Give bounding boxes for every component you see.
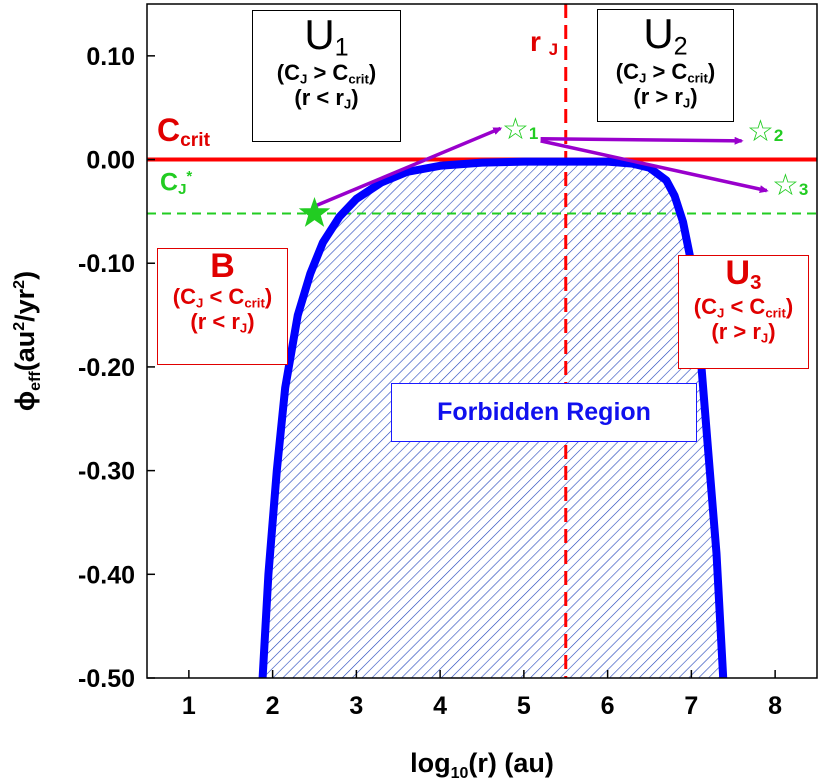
star-2-label: ☆2 [747, 115, 784, 148]
u3-range: (r > rJ) [711, 318, 776, 345]
region-box-u2: U2 (CJ > Ccrit) (r > rJ) [597, 9, 734, 122]
y-tick-label: -0.20 [78, 354, 135, 382]
trajectory-arrow-1 [313, 126, 503, 208]
y-tick-label: -0.30 [78, 458, 135, 486]
x-axis-label: log10(r) (au) [410, 748, 554, 782]
x-tick-label: 2 [266, 692, 280, 720]
b-title: B [210, 247, 235, 285]
region-box-b: B (CJ < Ccrit) (r < rJ) [157, 248, 288, 365]
y-tick-label: -0.50 [78, 665, 135, 693]
cj-star-label: CJ* [160, 168, 193, 199]
trajectory-arrow-3 [540, 139, 769, 194]
u1-range: (r < rJ) [294, 84, 359, 112]
u1-condition: (CJ > Ccrit) [276, 59, 377, 87]
trajectory-arrows [313, 126, 769, 208]
b-range: (r < rJ) [190, 308, 255, 336]
forbidden-region-label: Forbidden Region [391, 383, 697, 442]
u2-condition: (CJ > Ccrit) [615, 58, 716, 86]
region-box-u3: U3 (CJ < Ccrit) (r > rJ) [678, 255, 809, 369]
y-tick-label: 0.00 [86, 147, 135, 175]
y-axis-ticks: 0.10 0.00 -0.10 -0.20 -0.30 -0.40 -0.50 [78, 43, 155, 693]
x-tick-label: 6 [601, 692, 615, 720]
u3-title: U3 [725, 254, 762, 295]
star-markers [298, 196, 331, 227]
u2-range: (r > rJ) [633, 83, 698, 111]
b-condition: (CJ < Ccrit) [172, 283, 273, 310]
star-3-label: ☆3 [772, 169, 809, 202]
y-tick-label: -0.10 [78, 250, 135, 278]
u3-condition: (CJ < Ccrit) [693, 293, 794, 320]
ccrit-label: Ccrit [157, 112, 210, 151]
y-tick-label: 0.10 [86, 43, 135, 71]
x-tick-label: 8 [768, 692, 782, 720]
y-tick-label: -0.40 [78, 561, 135, 589]
x-tick-label: 1 [182, 692, 196, 720]
star-1-label: ☆1 [502, 113, 539, 146]
u2-title: U2 [643, 10, 688, 61]
start-star-marker [298, 196, 331, 227]
y-axis-label: ϕeff(au2/yr2) [10, 271, 44, 411]
rj-label: r J [530, 26, 559, 60]
x-tick-label: 4 [433, 692, 447, 720]
region-box-u1: U1 (CJ > Ccrit) (r < rJ) [252, 10, 401, 142]
x-tick-label: 7 [684, 692, 698, 720]
x-axis-ticks: 1 2 3 4 5 6 7 8 [182, 670, 782, 720]
x-tick-label: 5 [517, 692, 531, 720]
x-tick-label: 3 [349, 692, 363, 720]
trajectory-arrow-2 [540, 136, 744, 145]
plot-frame [146, 3, 818, 679]
u1-title: U1 [304, 11, 349, 62]
